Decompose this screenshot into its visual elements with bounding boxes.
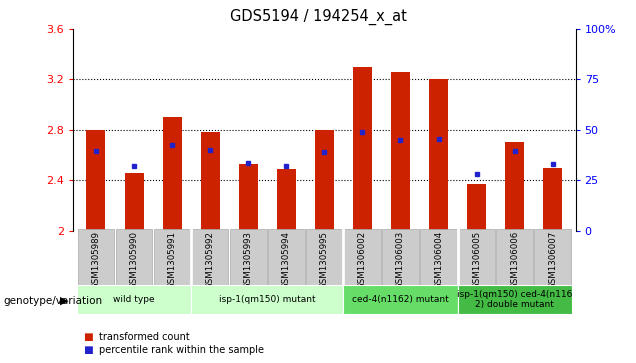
Text: ▶: ▶ — [60, 295, 69, 306]
Text: GSM1305991: GSM1305991 — [168, 231, 177, 289]
Bar — [86, 130, 106, 231]
Text: isp-1(qm150) ced-4(n116
2) double mutant: isp-1(qm150) ced-4(n116 2) double mutant — [457, 290, 572, 309]
Bar — [505, 142, 524, 231]
Bar — [344, 229, 381, 285]
Text: GSM1305993: GSM1305993 — [244, 231, 252, 289]
Bar — [382, 229, 418, 285]
Bar — [238, 164, 258, 231]
Text: GSM1305989: GSM1305989 — [92, 231, 100, 289]
Bar — [459, 229, 495, 285]
Bar — [200, 132, 219, 231]
Text: isp-1(qm150) mutant: isp-1(qm150) mutant — [219, 295, 315, 304]
Bar — [77, 285, 191, 314]
Text: transformed count: transformed count — [99, 332, 190, 342]
Text: GSM1306007: GSM1306007 — [548, 231, 557, 289]
Text: ■: ■ — [83, 345, 92, 355]
Bar — [457, 285, 572, 314]
Bar — [497, 229, 533, 285]
Text: GSM1306003: GSM1306003 — [396, 231, 405, 289]
Bar — [467, 184, 486, 231]
Text: GSM1305995: GSM1305995 — [320, 231, 329, 289]
Bar — [154, 229, 190, 285]
Bar — [268, 229, 305, 285]
Text: ced-4(n1162) mutant: ced-4(n1162) mutant — [352, 295, 449, 304]
Bar — [78, 229, 114, 285]
Bar — [116, 229, 152, 285]
Bar — [277, 169, 296, 231]
Text: GSM1306005: GSM1306005 — [472, 231, 481, 289]
Bar — [315, 130, 334, 231]
Text: GSM1306002: GSM1306002 — [358, 231, 367, 289]
Text: wild type: wild type — [113, 295, 155, 304]
Bar — [534, 229, 571, 285]
Bar — [543, 168, 562, 231]
Bar — [306, 229, 343, 285]
Bar — [125, 172, 144, 231]
Bar — [343, 285, 457, 314]
Text: GSM1305992: GSM1305992 — [205, 231, 215, 289]
Text: ■: ■ — [83, 332, 92, 342]
Bar — [230, 229, 266, 285]
Text: GSM1305990: GSM1305990 — [130, 231, 139, 289]
Bar — [163, 117, 182, 231]
Bar — [420, 229, 457, 285]
Text: GSM1306004: GSM1306004 — [434, 231, 443, 289]
Text: percentile rank within the sample: percentile rank within the sample — [99, 345, 263, 355]
Bar — [191, 285, 343, 314]
Text: GSM1306006: GSM1306006 — [510, 231, 519, 289]
Bar — [429, 79, 448, 231]
Text: GSM1305994: GSM1305994 — [282, 231, 291, 289]
Text: genotype/variation: genotype/variation — [3, 295, 102, 306]
Text: GDS5194 / 194254_x_at: GDS5194 / 194254_x_at — [230, 9, 406, 25]
Bar — [192, 229, 228, 285]
Bar — [391, 72, 410, 231]
Bar — [353, 67, 372, 231]
